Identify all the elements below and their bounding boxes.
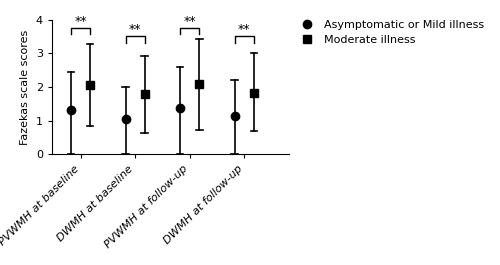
Y-axis label: Fazekas scale scores: Fazekas scale scores xyxy=(20,29,30,145)
Text: **: ** xyxy=(238,23,250,36)
Text: **: ** xyxy=(74,15,87,28)
Text: **: ** xyxy=(129,23,141,36)
Legend: Asymptomatic or Mild illness, Moderate illness: Asymptomatic or Mild illness, Moderate i… xyxy=(295,19,485,46)
Text: **: ** xyxy=(184,15,196,28)
